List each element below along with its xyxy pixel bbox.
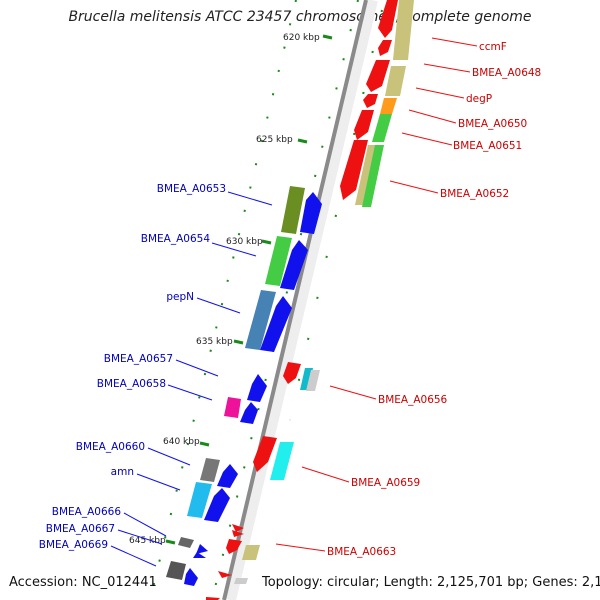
tick-label: 645 kbp bbox=[129, 536, 166, 546]
gene-arrow[interactable] bbox=[193, 552, 206, 558]
gene-label[interactable]: BMEA_A0663 bbox=[327, 546, 396, 558]
gene-arrow[interactable] bbox=[240, 402, 258, 424]
backbone bbox=[222, 0, 368, 600]
gene-label[interactable]: BMEA_A0652 bbox=[440, 188, 509, 200]
gene-arrow[interactable] bbox=[218, 571, 232, 578]
gene-track-left bbox=[166, 186, 322, 586]
gene-arrow[interactable] bbox=[232, 524, 244, 532]
gene-cog-bar[interactable] bbox=[200, 458, 220, 482]
gene-track-right bbox=[206, 0, 414, 600]
gene-label[interactable]: degP bbox=[466, 93, 492, 105]
gene-arrow[interactable] bbox=[232, 530, 244, 537]
gene-arrow[interactable] bbox=[226, 539, 242, 554]
tick-label: 640 kbp bbox=[163, 437, 200, 447]
accession-text: Accession: NC_012441 bbox=[9, 575, 157, 590]
gene-cog-bar[interactable] bbox=[385, 66, 406, 96]
gene-cog-bar[interactable] bbox=[362, 145, 384, 207]
gene-labels-left: BMEA_A0653 BMEA_A0654 pepN BMEA_A0657 BM… bbox=[39, 183, 226, 551]
tick-label: 625 kbp bbox=[256, 135, 293, 145]
gene-cog-bar[interactable] bbox=[178, 537, 194, 548]
gene-arrow[interactable] bbox=[184, 568, 198, 586]
gene-arrow[interactable] bbox=[283, 362, 301, 384]
gene-cog-bar[interactable] bbox=[306, 370, 320, 391]
gene-label[interactable]: BMEA_A0660 bbox=[76, 441, 145, 453]
gene-arrow[interactable] bbox=[354, 110, 374, 140]
gene-arrow[interactable] bbox=[366, 60, 390, 92]
gene-label[interactable]: BMEA_A0658 bbox=[97, 378, 166, 390]
gene-cog-bar[interactable] bbox=[380, 98, 397, 114]
gene-arrow[interactable] bbox=[247, 374, 267, 402]
backbone-shadow bbox=[224, 0, 378, 600]
gene-arrow[interactable] bbox=[217, 464, 238, 488]
gene-cog-bar[interactable] bbox=[265, 236, 292, 286]
gene-arrow[interactable] bbox=[206, 597, 220, 600]
gene-cog-bar[interactable] bbox=[234, 578, 248, 584]
gene-label[interactable]: BMEA_A0657 bbox=[104, 353, 173, 365]
gene-cog-bar[interactable] bbox=[224, 397, 241, 418]
tick-label: 620 kbp bbox=[283, 33, 320, 43]
gene-arrow[interactable] bbox=[260, 296, 292, 352]
genome-summary-text: Topology: circular; Length: 2,125,701 bp… bbox=[262, 575, 600, 590]
gene-cog-bar[interactable] bbox=[166, 561, 186, 580]
gene-arrow[interactable] bbox=[280, 240, 308, 290]
gene-arrow[interactable] bbox=[378, 0, 398, 38]
gene-cog-bar[interactable] bbox=[372, 114, 392, 142]
tick-label: 635 kbp bbox=[196, 337, 233, 347]
gene-cog-bar[interactable] bbox=[187, 482, 212, 518]
gene-cog-bar[interactable] bbox=[242, 545, 260, 560]
gene-label[interactable]: amn bbox=[111, 466, 134, 478]
gene-label[interactable]: BMEA_A0656 bbox=[378, 394, 448, 406]
tick-ring-far bbox=[289, 9, 383, 421]
gene-cog-bar[interactable] bbox=[393, 0, 414, 60]
gene-label[interactable]: BMEA_A0650 bbox=[458, 118, 527, 130]
map-title: Brucella melitensis ATCC 23457 chromosom… bbox=[68, 9, 532, 25]
gene-cog-bar[interactable] bbox=[270, 442, 294, 480]
gene-arrow[interactable] bbox=[204, 488, 230, 522]
gene-cog-bar[interactable] bbox=[245, 290, 276, 350]
gene-labels-right: ccmF BMEA_A0648 degP BMEA_A0650 BMEA_A06… bbox=[327, 41, 541, 558]
gene-arrow[interactable] bbox=[378, 40, 392, 56]
gene-label[interactable]: BMEA_A0666 bbox=[52, 506, 122, 518]
gene-label[interactable]: BMEA_A0648 bbox=[472, 67, 541, 79]
gene-label[interactable]: BMEA_A0667 bbox=[46, 523, 115, 535]
gene-label[interactable]: BMEA_A0651 bbox=[453, 140, 522, 152]
gene-label[interactable]: ccmF bbox=[479, 41, 507, 53]
gene-arrow[interactable] bbox=[300, 192, 322, 234]
tick-label: 630 kbp bbox=[226, 237, 263, 247]
leader-lines-left bbox=[110, 191, 273, 567]
gene-label[interactable]: BMEA_A0653 bbox=[157, 183, 226, 195]
major-ticks bbox=[165, 34, 333, 545]
gene-label[interactable]: BMEA_A0659 bbox=[351, 477, 420, 489]
gene-arrow[interactable] bbox=[363, 94, 378, 108]
gene-label[interactable]: BMEA_A0669 bbox=[39, 539, 108, 551]
gene-cog-bar[interactable] bbox=[281, 186, 305, 234]
gene-label[interactable]: BMEA_A0654 bbox=[141, 233, 211, 245]
gene-label[interactable]: pepN bbox=[166, 291, 194, 303]
leader-lines-right bbox=[275, 37, 478, 552]
gene-arrow[interactable] bbox=[253, 436, 277, 472]
gene-arrow[interactable] bbox=[340, 140, 368, 200]
gene-arrow[interactable] bbox=[196, 544, 208, 554]
